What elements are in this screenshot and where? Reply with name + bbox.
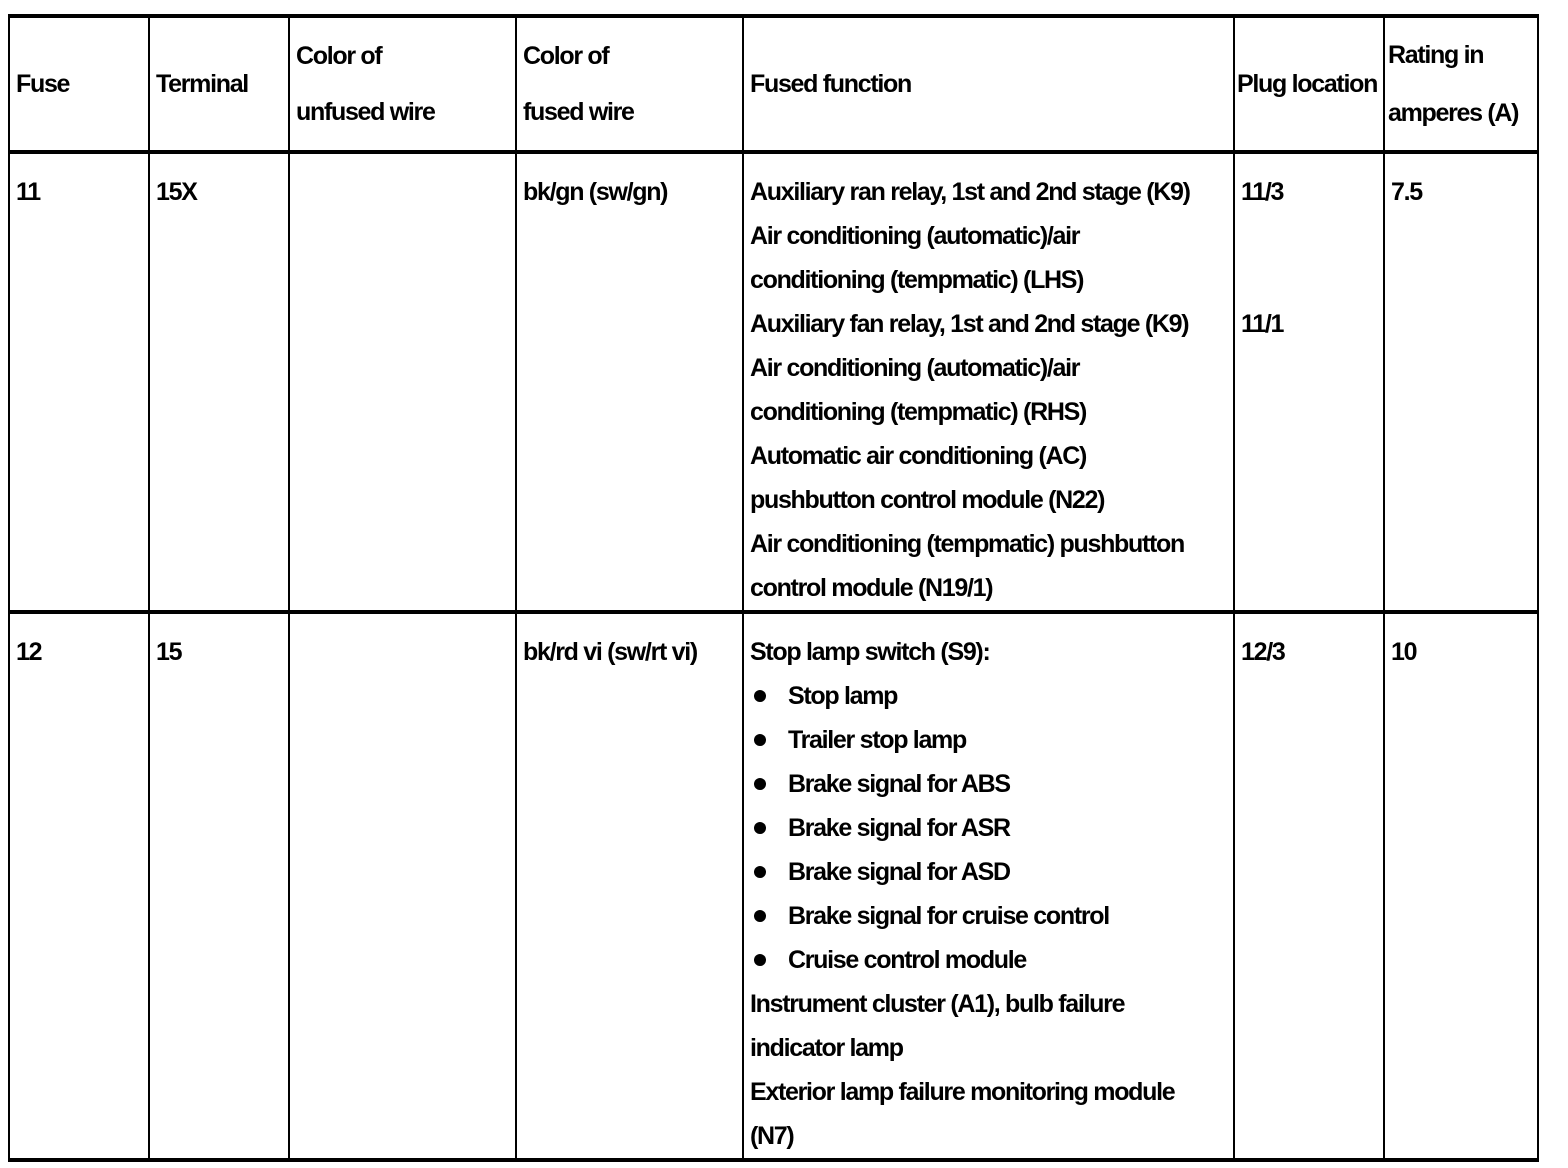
bullet-text: Brake signal for cruise control [788,902,1110,930]
cell-rating: 10 [1383,611,1539,1161]
header-text: Color of [296,42,383,70]
bullet-item: Stop lamp [750,674,1227,718]
cell-fused-wire: bk/rd vi (sw/rt vi) [515,611,744,1161]
header-terminal: Terminal [148,15,290,154]
function-line: Automatic air conditioning (AC) [750,442,1087,470]
header-rating: Rating in amperes (A) [1383,15,1539,154]
bullet-item: Brake signal for cruise control [750,894,1227,938]
cell-terminal: 15X [148,151,290,614]
bullet-text: Brake signal for ASD [788,858,1011,886]
header-fused-function: Fused function [742,15,1235,154]
header-unfused-wire: Color of unfused wire [288,15,517,154]
header-text: fused wire [523,98,635,126]
function-line: Air conditioning (tempmatic) pushbutton [750,530,1185,558]
header-text: Plug location [1237,70,1378,98]
function-line: Air conditioning (automatic)/air [750,354,1081,382]
function-line: indicator lamp [750,1034,904,1062]
cell-plug-location: 12/3 [1233,611,1385,1161]
function-line: Auxiliary ran relay, 1st and 2nd stage (… [750,178,1191,206]
bullet-text: Trailer stop lamp [788,726,967,754]
header-text: unfused wire [296,98,436,126]
header-text: Rating in [1388,41,1485,69]
header-fused-wire: Color of fused wire [515,15,744,154]
bullet-icon [754,822,766,834]
bullet-item: Brake signal for ASR [750,806,1227,850]
table-row: 12 15 bk/rd vi (sw/rt vi) Stop lamp swit… [8,611,1539,1161]
header-text: Color of [523,42,610,70]
header-text: Fused function [750,70,912,98]
function-line: conditioning (tempmatic) (LHS) [750,266,1085,294]
cell-fuse: 11 [8,151,150,614]
bullet-icon [754,866,766,878]
spacer [1241,214,1377,258]
bullet-icon [754,954,766,966]
plug-location: 11/3 [1241,178,1284,206]
bullet-text: Cruise control module [788,946,1027,974]
cell-rating: 7.5 [1383,151,1539,614]
header-text: Fuse [16,70,70,98]
function-line: pushbutton control module (N22) [750,486,1105,514]
fuse-table: Fuse Terminal Color of unfused wire Color… [8,14,1539,1162]
function-line: Exterior lamp failure monitoring module [750,1078,1176,1106]
cell-terminal: 15 [148,611,290,1161]
function-line: Air conditioning (automatic)/air [750,222,1081,250]
bullet-text: Brake signal for ABS [788,770,1011,798]
cell-unfused-wire [288,611,517,1161]
cell-fused-function: Stop lamp switch (S9): Stop lamp Trailer… [742,611,1235,1161]
function-intro: Stop lamp switch (S9): [750,638,991,666]
bullet-icon [754,690,766,702]
header-text: amperes (A) [1388,99,1520,127]
bullet-item: Trailer stop lamp [750,718,1227,762]
function-line: Instrument cluster (A1), bulb failure [750,990,1125,1018]
bullet-text: Stop lamp [788,682,898,710]
cell-fused-wire: bk/gn (sw/gn) [515,151,744,614]
bullet-text: Brake signal for ASR [788,814,1011,842]
function-line: conditioning (tempmatic) (RHS) [750,398,1087,426]
bullet-icon [754,778,766,790]
cell-unfused-wire [288,151,517,614]
cell-fuse: 12 [8,611,150,1161]
cell-plug-location: 11/3 11/1 [1233,151,1385,614]
plug-location: 11/1 [1241,310,1284,338]
bullet-item: Cruise control module [750,938,1227,982]
header-row: Fuse Terminal Color of unfused wire Color… [8,15,1539,154]
function-line: control module (N19/1) [750,574,994,602]
cell-fused-function: Auxiliary ran relay, 1st and 2nd stage (… [742,151,1235,614]
spacer [1241,258,1377,302]
table-row: 11 15X bk/gn (sw/gn) Auxiliary ran relay… [8,151,1539,614]
header-text: Terminal [156,70,249,98]
header-fuse: Fuse [8,15,150,154]
header-plug-location: Plug location [1233,15,1385,154]
bullet-icon [754,910,766,922]
bullet-item: Brake signal for ABS [750,762,1227,806]
function-line: Auxiliary fan relay, 1st and 2nd stage (… [750,310,1190,338]
function-line: (N7) [750,1122,795,1150]
bullet-item: Brake signal for ASD [750,850,1227,894]
bullet-icon [754,734,766,746]
